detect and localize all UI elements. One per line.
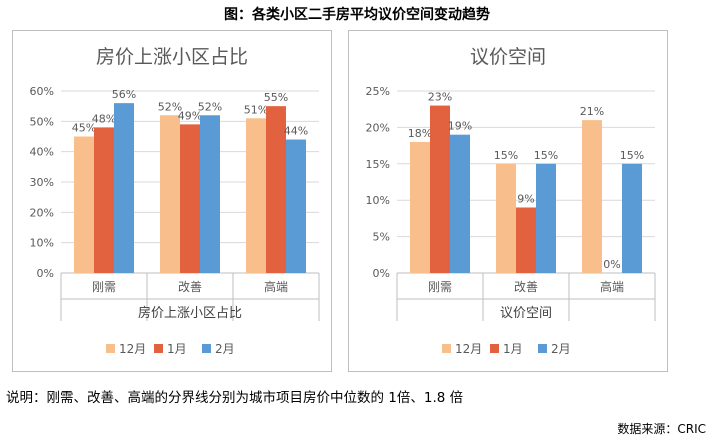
- legend-swatch-12月: [442, 344, 451, 353]
- bar-1月-改善: [180, 124, 200, 273]
- data-label: 9%: [517, 192, 534, 205]
- x-tick-label: 改善: [514, 279, 538, 294]
- data-label: 45%: [72, 122, 96, 135]
- y-tick-label: 25%: [366, 85, 390, 98]
- data-label: 21%: [580, 105, 604, 118]
- legend-label: 12月: [119, 342, 146, 356]
- legend-swatch-1月: [490, 344, 499, 353]
- bar-12月-高端: [246, 118, 266, 273]
- data-label: 49%: [178, 109, 202, 122]
- bar-12月-刚需: [74, 136, 94, 273]
- x-tick-label: 高端: [264, 279, 288, 294]
- bar-12月-刚需: [410, 141, 430, 273]
- data-label: 23%: [428, 91, 452, 104]
- bar-12月-改善: [496, 163, 516, 273]
- y-tick-label: 30%: [30, 176, 54, 189]
- data-label: 52%: [158, 100, 182, 113]
- bar-1月-改善: [516, 207, 536, 273]
- chart-title: 议价空间: [470, 46, 546, 68]
- y-tick-label: 15%: [366, 158, 390, 171]
- figure-title: 图：各类小区二手房平均议价空间变动趋势: [224, 7, 490, 23]
- y-tick-label: 60%: [30, 85, 54, 98]
- data-label: 56%: [112, 88, 136, 101]
- y-tick-label: 50%: [30, 115, 54, 128]
- data-label: 55%: [264, 91, 288, 104]
- x-axis-title: 房价上涨小区占比: [138, 305, 242, 321]
- y-tick-label: 20%: [30, 206, 54, 219]
- y-tick-label: 0%: [37, 267, 54, 280]
- legend-swatch-2月: [202, 344, 211, 353]
- footnote: 说明：刚需、改善、高端的分界线分别为城市项目房价中位数的 1倍、1.8 倍: [6, 390, 464, 406]
- bar-2月-改善: [536, 163, 556, 273]
- legend-label: 1月: [167, 342, 187, 356]
- bar-2月-刚需: [450, 134, 470, 273]
- data-label: 51%: [244, 103, 268, 116]
- x-tick-label: 高端: [600, 279, 624, 294]
- chart-panel-bargaining-share: 房价上涨小区占比 0% 10% 20% 30% 40% 50% 60% 45% 48% 56% 刚需 5…: [12, 30, 332, 372]
- source-text: 数据来源：CRIC: [617, 422, 706, 436]
- legend-swatch-2月: [538, 344, 547, 353]
- legend-swatch-1月: [154, 344, 163, 353]
- data-label: 15%: [620, 149, 644, 162]
- chart-svg: 房价上涨小区占比 0% 10% 20% 30% 40% 50% 60% 45%48% 56% 刚需 5…: [30, 46, 320, 356]
- legend-swatch-12月: [106, 344, 115, 353]
- y-tick-label: 20%: [366, 121, 390, 134]
- bar-2月-高端: [622, 163, 642, 273]
- data-label: 0%: [603, 258, 620, 271]
- y-tick-label: 40%: [30, 146, 54, 159]
- bar-12月-高端: [582, 120, 602, 274]
- data-label: 48%: [92, 112, 116, 125]
- y-tick-label: 0%: [373, 267, 390, 280]
- legend-label: 12月: [455, 342, 482, 356]
- data-label: 15%: [534, 149, 558, 162]
- bar-1月-刚需: [94, 127, 114, 274]
- chart-svg: 议价空间 0% 5% 10% 15% 20% 25% 18% 23% 19% 刚需 15% 9% 15% 改…: [366, 46, 656, 356]
- chart-panel-bargaining-space: 议价空间 0% 5% 10% 15% 20% 25% 18% 23% 19% 刚需 15% 9% 15% 改…: [348, 30, 668, 372]
- bar-2月-刚需: [114, 103, 134, 273]
- x-axis-title: 议价空间: [500, 306, 552, 321]
- bar-2月-高端: [286, 139, 306, 273]
- y-tick-label: 10%: [366, 194, 390, 207]
- x-tick-label: 改善: [178, 279, 202, 294]
- data-label: 19%: [448, 120, 472, 133]
- data-label: 18%: [408, 127, 432, 140]
- data-label: 15%: [494, 149, 518, 162]
- chart-title: 房价上涨小区占比: [96, 46, 248, 68]
- x-tick-label: 刚需: [428, 280, 452, 294]
- data-label: 44%: [284, 125, 308, 138]
- legend-label: 2月: [215, 342, 235, 356]
- legend-label: 2月: [551, 342, 571, 356]
- legend-label: 1月: [503, 342, 523, 356]
- bar-1月-高端: [266, 106, 286, 274]
- x-tick-label: 刚需: [92, 280, 116, 294]
- y-tick-label: 5%: [373, 231, 390, 244]
- bar-12月-改善: [160, 115, 180, 274]
- data-label: 52%: [198, 100, 222, 113]
- bar-2月-改善: [200, 115, 220, 274]
- bar-1月-刚需: [430, 105, 450, 273]
- y-tick-label: 10%: [30, 237, 54, 250]
